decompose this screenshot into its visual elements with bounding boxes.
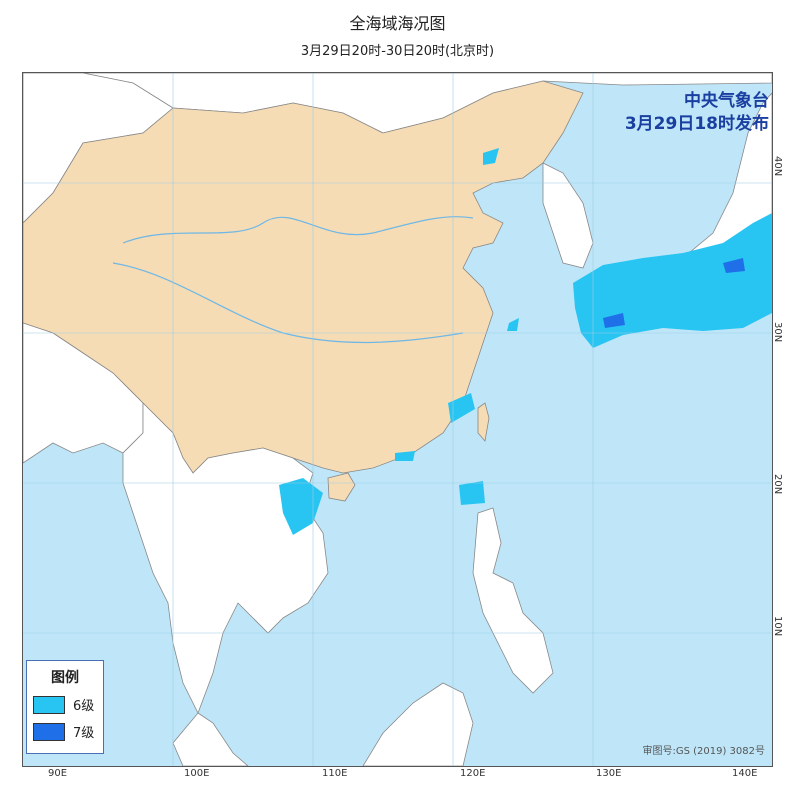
level6-luzon-strait (459, 481, 485, 505)
level6-gulf-of-tonkin (279, 478, 323, 535)
legend-item-level6: 6级 (33, 695, 103, 714)
map-title: 全海域海况图 (349, 14, 446, 33)
lon-label-110e: 110E (322, 768, 348, 779)
issuer-time: 3月29日18时发布 (624, 114, 769, 134)
issuer-block: 中央气象台 3月29日18时发布 (625, 90, 769, 136)
legend-swatch-level6 (33, 695, 65, 714)
lat-label-40n: 40N (772, 156, 783, 177)
level7-japan-a (723, 258, 745, 273)
level6-taiwan-strait (448, 393, 475, 423)
issuer-agency: 中央气象台 (684, 91, 769, 111)
land-philippines (472, 507, 554, 694)
hainan-island (327, 472, 356, 502)
lat-label-10n: 10N (772, 616, 783, 637)
level6-east-china-sea (507, 318, 519, 331)
level6-south-china-coast (395, 451, 415, 461)
level7-japan-b (603, 313, 625, 328)
lon-label-140e: 140E (732, 768, 758, 779)
map-subtitle: 3月29日20时-30日20时(北京时) (300, 44, 495, 59)
legend-swatch-level7 (33, 722, 65, 741)
legend-title: 图例 (51, 670, 79, 686)
legend-label-level7: 7级 (73, 726, 95, 741)
sea-condition-map (22, 72, 773, 767)
lat-label-30n: 30N (772, 322, 783, 343)
legend-label-level6: 6级 (73, 699, 95, 714)
lon-label-120e: 120E (460, 768, 486, 779)
legend-item-level7: 7级 (33, 722, 103, 741)
map-legend: 图例 6级 7级 (26, 660, 104, 754)
lon-label-90e: 90E (48, 768, 68, 779)
taiwan-island (477, 402, 490, 442)
graticule (23, 73, 772, 766)
lon-label-130e: 130E (596, 768, 622, 779)
lat-label-20n: 20N (772, 474, 783, 495)
level7-areas (603, 258, 745, 328)
approval-number: 审图号:GS (2019) 3082号 (642, 746, 765, 757)
level6-bohai (483, 148, 499, 165)
lon-label-100e: 100E (184, 768, 210, 779)
land-indochina (122, 402, 329, 714)
river-yellow (122, 216, 474, 244)
